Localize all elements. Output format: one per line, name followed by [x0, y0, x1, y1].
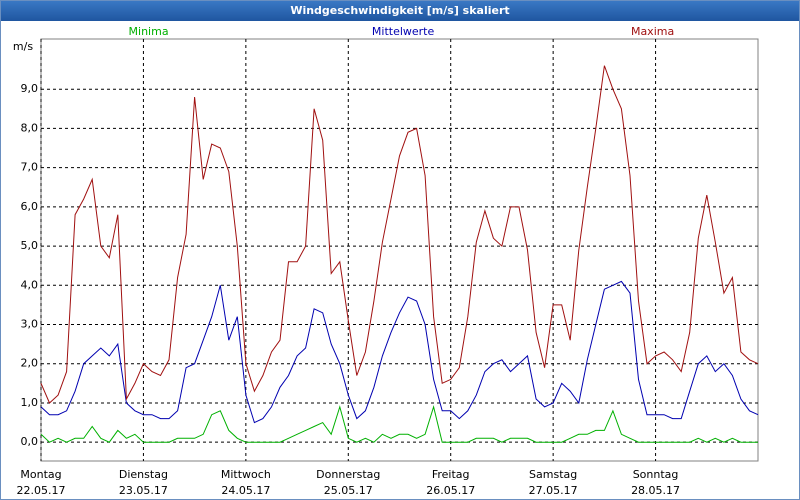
legend-label: Minima [129, 25, 169, 38]
x-tick-label: Freitag 26.05.17 [426, 468, 476, 497]
y-tick-label: 7,0 [21, 161, 39, 174]
legend-label: Mittelwerte [372, 25, 435, 38]
y-tick-label: 6,0 [21, 200, 39, 213]
x-tick-label: Samstag 27.05.17 [528, 468, 578, 497]
y-tick-label: 1,0 [21, 396, 39, 409]
plot-area [40, 38, 759, 462]
y-tick-label: 8,0 [21, 121, 39, 134]
y-axis-label: m/s [13, 40, 33, 53]
x-tick-label: Mittwoch 24.05.17 [220, 468, 271, 497]
y-tick-label: 4,0 [21, 278, 39, 291]
y-tick-label: 9,0 [21, 82, 39, 95]
data-line [40, 65, 759, 404]
data-line [40, 280, 759, 424]
y-tick-label: 3,0 [21, 318, 39, 331]
title-bar: Windgeschwindigkeit [m/s] skaliert [1, 1, 799, 21]
x-tick-label: Montag 22.05.17 [16, 468, 66, 497]
x-tick-label: Sonntag 28.05.17 [631, 468, 681, 497]
data-line [40, 405, 758, 443]
y-tick-label: 2,0 [21, 357, 39, 370]
y-tick-label: 5,0 [21, 239, 39, 252]
legend-label: Maxima [631, 25, 674, 38]
x-tick-label: Dienstag 23.05.17 [118, 468, 168, 497]
y-tick-label: 0,0 [21, 435, 39, 448]
x-tick-label: Donnerstag 25.05.17 [316, 468, 381, 497]
